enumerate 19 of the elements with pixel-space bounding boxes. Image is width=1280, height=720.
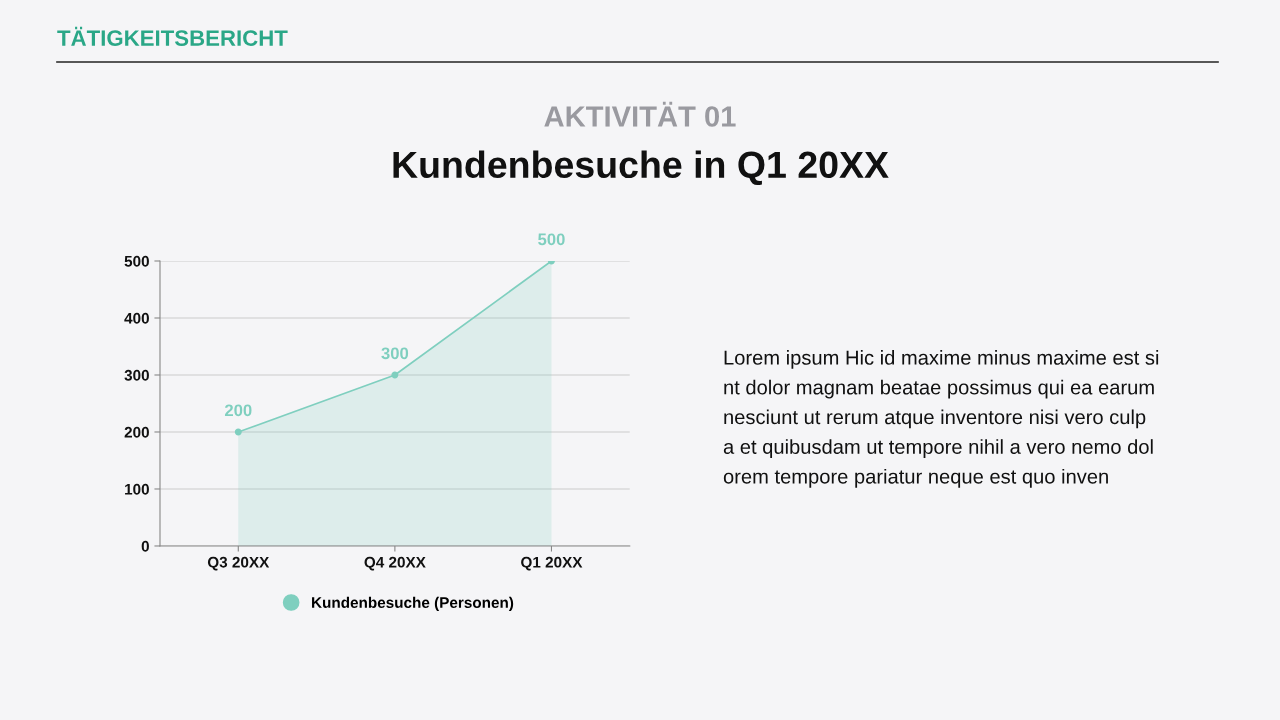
y-tick-label: 0: [141, 540, 149, 552]
data-label: 500: [538, 233, 565, 246]
chart-title: Kundenbesuche in Q1 20XX: [393, 150, 889, 186]
y-tick-label: 400: [124, 312, 149, 324]
data-label: 200: [224, 404, 252, 417]
data-label: 300: [381, 347, 409, 360]
y-tick-label: 300: [124, 369, 149, 381]
text: TÄTIGKEITSBERICHT: [57, 26, 288, 46]
y-tick-label: 500: [124, 255, 149, 267]
y-tick-label: 200: [124, 426, 149, 438]
chart-subtitle: AKTIVITÄT 01: [544, 101, 736, 127]
y-tick-label: 100: [125, 483, 149, 495]
x-tick-label: Q1 20XX: [521, 556, 583, 571]
text: Lorem ipsum Hic id maxime minus maxime est si nt dolor magnam beatae possimus qui ea earum nesciunt ut rerum atque inventore nisi vero culp a et quibusdam ut tempore nihil a vero nemo dol orem tempore pariatur neque est quo inven: [723, 350, 1159, 488]
point: [391, 371, 399, 379]
point: [234, 428, 242, 436]
x-tick-label: Q3 20XX: [207, 556, 270, 571]
x-tick-label: Q4 20XX: [364, 556, 426, 571]
legend-label: Kundenbesuche (Personen): [312, 596, 514, 612]
